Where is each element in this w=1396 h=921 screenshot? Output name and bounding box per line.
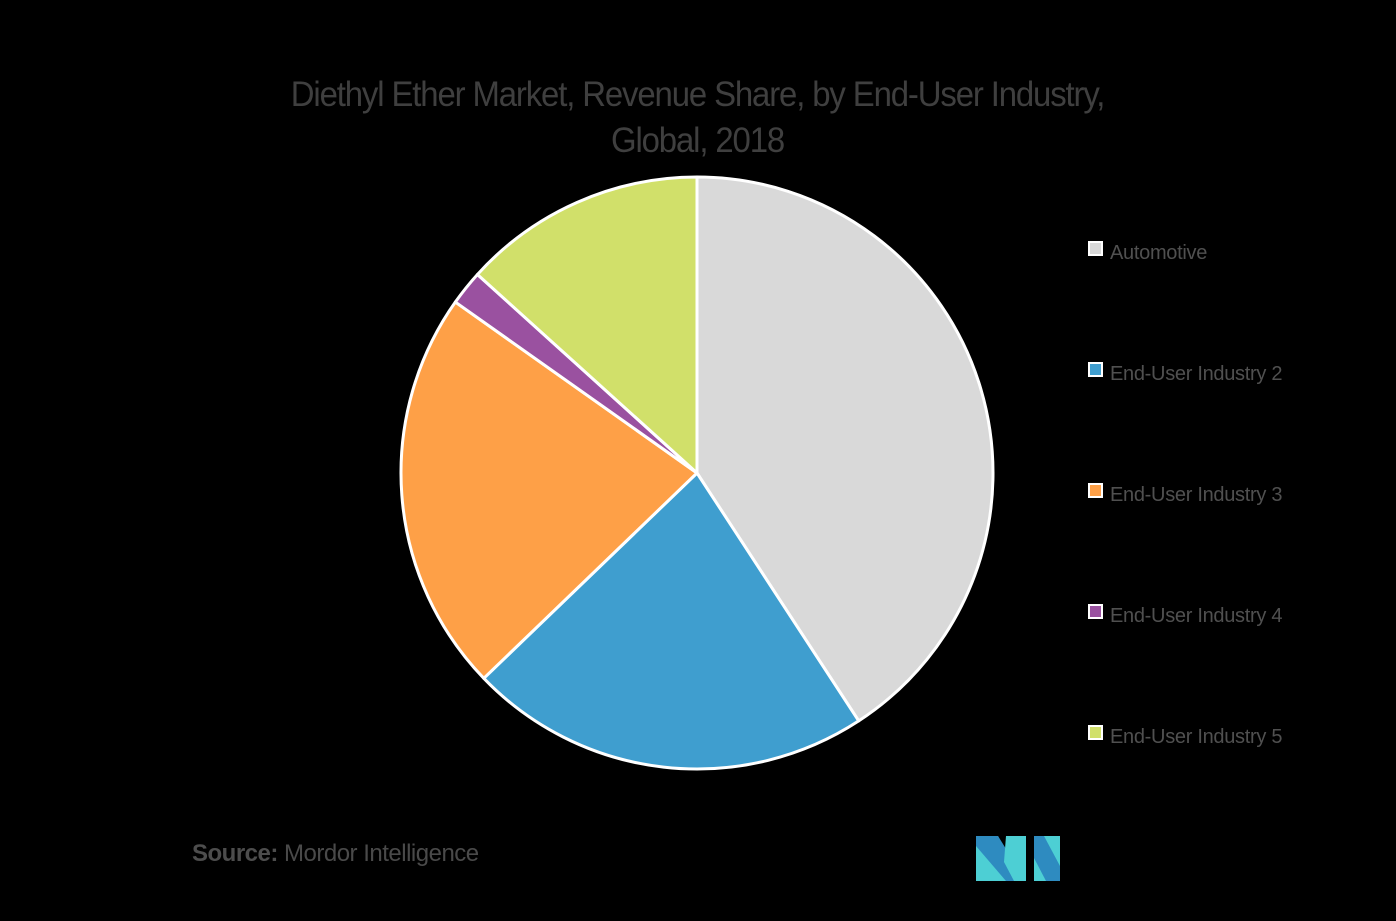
chart-title-line-1: Diethyl Ether Market, Revenue Share, by … — [290, 75, 1106, 114]
legend-label: End-User Industry 4 — [1110, 605, 1283, 627]
legend-item-end-user-industry-3: End-User Industry 3 — [1088, 478, 1282, 508]
chart-title: Diethyl Ether Market, Revenue Share, by … — [41, 72, 1353, 164]
legend-swatch-icon — [1088, 725, 1103, 740]
legend-item-end-user-industry-2: End-User Industry 2 — [1088, 357, 1282, 387]
legend-swatch-icon — [1088, 604, 1103, 619]
pie-slice-end-user-industry-5 — [475, 175, 699, 475]
legend-label: End-User Industry 3 — [1110, 484, 1283, 506]
legend-swatch-icon — [1088, 362, 1103, 377]
source-value: Mordor Intelligence — [277, 840, 479, 867]
source-key: Source: — [192, 840, 278, 867]
chart-title-line-2: Global, 2018 — [610, 121, 785, 160]
legend-item-end-user-industry-5: End-User Industry 5 — [1088, 720, 1282, 750]
legend-label: End-User Industry 5 — [1110, 726, 1283, 748]
pie-slice-end-user-industry-3 — [399, 300, 699, 680]
legend-swatch-icon — [1088, 483, 1103, 498]
pie-slice-end-user-industry-2 — [482, 471, 861, 771]
legend-swatch-icon — [1088, 241, 1103, 256]
mordor-intelligence-logo-icon — [976, 832, 1060, 881]
legend-label: End-User Industry 2 — [1110, 363, 1283, 385]
legend-item-end-user-industry-4: End-User Industry 4 — [1088, 599, 1282, 629]
legend-label: Automotive — [1110, 242, 1208, 264]
pie-slices — [399, 175, 995, 771]
source-note: Source: Mordor Intelligence — [192, 840, 479, 868]
legend-item-automotive: Automotive — [1088, 236, 1207, 266]
